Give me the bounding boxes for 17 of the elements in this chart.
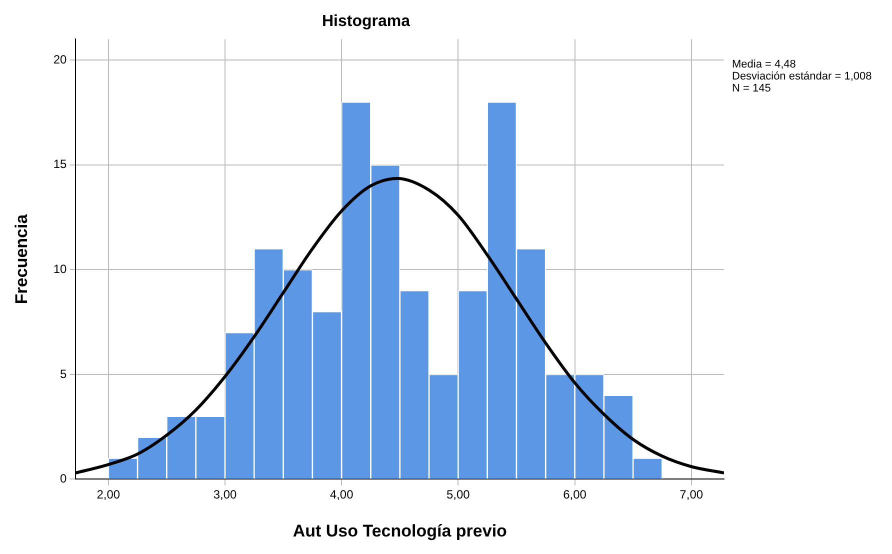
y-tick-label: 5: [60, 366, 68, 381]
y-tick-label: 15: [53, 157, 68, 172]
x-tick-label: 6,00: [563, 488, 587, 502]
x-tick-label: 4,00: [330, 488, 354, 502]
x-tick-label: 3,00: [213, 488, 237, 502]
x-tick-label: 2,00: [96, 488, 120, 502]
text: N = 145: [732, 82, 771, 95]
y-tick-label: 20: [53, 52, 68, 66]
x-axis-title: Aut Uso Tecnología previo: [292, 521, 507, 540]
text: Desviación estándar = 1,008: [732, 70, 872, 83]
x-tick-label: 7,00: [680, 488, 704, 502]
chart-title: Histograma: [322, 13, 410, 30]
x-tick-label: 5,00: [446, 488, 470, 502]
y-tick-label: 10: [53, 262, 68, 276]
text: Media = 4,48: [732, 58, 796, 71]
y-axis-title: Frecuencia: [12, 214, 31, 304]
y-tick-label: 0: [60, 472, 68, 486]
